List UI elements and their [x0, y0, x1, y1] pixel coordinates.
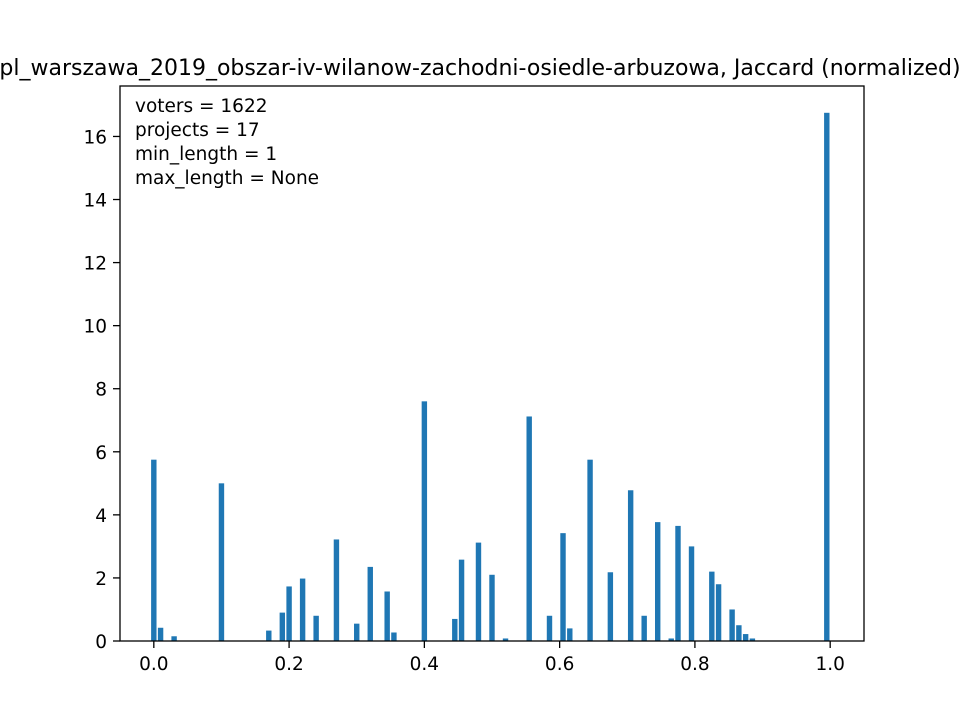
- histogram-bar: [627, 490, 634, 641]
- y-axis-ticks: 0 2 4 6 8 10 12 14 16: [83, 127, 120, 653]
- histogram-bar: [526, 416, 532, 641]
- y-tick-label: 16: [83, 127, 107, 148]
- stats-annotation: voters = 1622 projects = 17 min_length = 1…: [135, 96, 319, 189]
- histogram-bar: [421, 401, 428, 641]
- histogram-bar: [279, 612, 286, 641]
- histogram-bar: [313, 615, 319, 641]
- annotation-line: voters = 1622: [135, 96, 268, 117]
- histogram-bar: [367, 566, 373, 641]
- histogram-bar: [266, 630, 272, 641]
- histogram-bar: [587, 459, 593, 641]
- y-tick-label: 0: [95, 632, 107, 653]
- y-tick-label: 10: [83, 317, 107, 338]
- histogram-bar: [567, 628, 573, 641]
- histogram-bar: [749, 638, 756, 641]
- histogram-bar: [668, 638, 674, 641]
- histogram-bar: [709, 571, 715, 642]
- histogram-bar: [742, 634, 749, 641]
- histogram-bar: [729, 609, 735, 641]
- annotation-line: projects = 17: [135, 120, 260, 141]
- histogram-bar: [171, 636, 177, 641]
- chart-title: pl_warszawa_2019_obszar-iv-wilanow-zacho…: [0, 56, 960, 81]
- histogram-bar: [824, 112, 830, 642]
- x-axis-ticks: 0.0 0.2 0.4 0.6 0.8 1.0: [139, 641, 845, 675]
- histogram-bar: [502, 638, 509, 641]
- annotation-line: max_length = None: [135, 168, 319, 189]
- histogram-bar: [391, 632, 397, 641]
- y-tick-label: 12: [83, 254, 107, 275]
- histogram-bar: [607, 572, 614, 641]
- histogram-bar: [458, 559, 465, 641]
- y-tick-label: 6: [95, 443, 107, 464]
- histogram-bar: [218, 483, 225, 641]
- histogram-bar: [641, 615, 647, 641]
- histogram-bar: [546, 615, 553, 641]
- histogram-bar: [286, 586, 292, 641]
- x-tick-label: 0.2: [274, 654, 303, 675]
- x-tick-label: 0.0: [139, 654, 168, 675]
- histogram-bar: [715, 584, 722, 641]
- histogram-bar: [489, 574, 495, 641]
- histogram-bar: [151, 459, 157, 641]
- histogram-bar: [675, 525, 681, 641]
- histogram-bar: [157, 627, 164, 641]
- y-tick-label: 2: [95, 569, 107, 590]
- histogram-bar: [384, 591, 390, 641]
- histogram-bars: [151, 112, 830, 642]
- histogram-bar: [354, 623, 360, 641]
- histogram-bar: [688, 546, 695, 641]
- x-tick-label: 1.0: [815, 654, 844, 675]
- histogram-bar: [655, 522, 661, 641]
- x-tick-label: 0.4: [410, 654, 439, 675]
- histogram-bar: [299, 578, 306, 641]
- y-tick-label: 14: [83, 191, 107, 212]
- histogram-bar: [452, 618, 458, 641]
- histogram-bar: [736, 625, 742, 641]
- histogram-bar: [333, 539, 340, 641]
- histogram-bar: [560, 533, 566, 641]
- plot-frame: [119, 85, 865, 642]
- y-tick-label: 4: [95, 506, 107, 527]
- x-tick-label: 0.6: [545, 654, 574, 675]
- annotation-line: min_length = 1: [135, 144, 277, 165]
- histogram-bar: [475, 542, 482, 641]
- y-tick-label: 8: [95, 380, 107, 401]
- x-tick-label: 0.8: [680, 654, 709, 675]
